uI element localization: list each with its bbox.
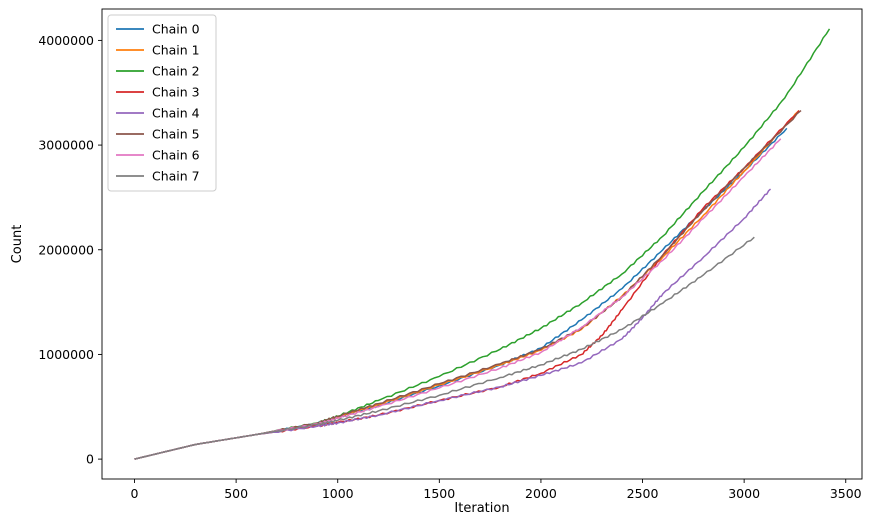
y-tick-label: 0 bbox=[86, 452, 94, 467]
legend-entry: Chain 5 bbox=[152, 127, 200, 142]
x-tick-label: 500 bbox=[224, 486, 248, 501]
x-tick-label: 2500 bbox=[627, 486, 659, 501]
legend-entry: Chain 0 bbox=[152, 22, 200, 37]
legend-entry: Chain 4 bbox=[152, 106, 200, 121]
x-tick-label: 2000 bbox=[525, 486, 557, 501]
x-tick-label: 1000 bbox=[322, 486, 354, 501]
axes: 0 500 1000 1500 2000 2500 3000 3500 0 1000000 2000… bbox=[38, 8, 863, 501]
plot-frame bbox=[101, 8, 863, 480]
x-axis-label: Iteration bbox=[454, 501, 509, 516]
legend: Chain 0 Chain 1 Chain 2 Chain 3 Chain 4 Chain… bbox=[107, 14, 217, 192]
legend-box bbox=[107, 14, 217, 192]
x-tick-label: 1500 bbox=[423, 486, 455, 501]
x-tick-label: 0 bbox=[131, 486, 139, 501]
legend-entry: Chain 1 bbox=[152, 43, 200, 58]
y-tick-label: 1000000 bbox=[38, 347, 94, 362]
legend-entry: Chain 6 bbox=[152, 148, 200, 163]
y-tick-label: 4000000 bbox=[38, 33, 94, 48]
legend-entry: Chain 2 bbox=[152, 64, 200, 79]
x-tick-label: 3500 bbox=[830, 486, 862, 501]
y-axis-label: Count bbox=[10, 225, 25, 264]
y-tick-label: 3000000 bbox=[38, 138, 94, 153]
plot-area bbox=[134, 28, 831, 460]
series-line-chain-7 bbox=[134, 236, 755, 460]
legend-entry: Chain 3 bbox=[152, 85, 200, 100]
legend-entry: Chain 7 bbox=[152, 169, 200, 184]
y-tick-label: 2000000 bbox=[38, 242, 94, 257]
x-tick-label: 3000 bbox=[728, 486, 760, 501]
